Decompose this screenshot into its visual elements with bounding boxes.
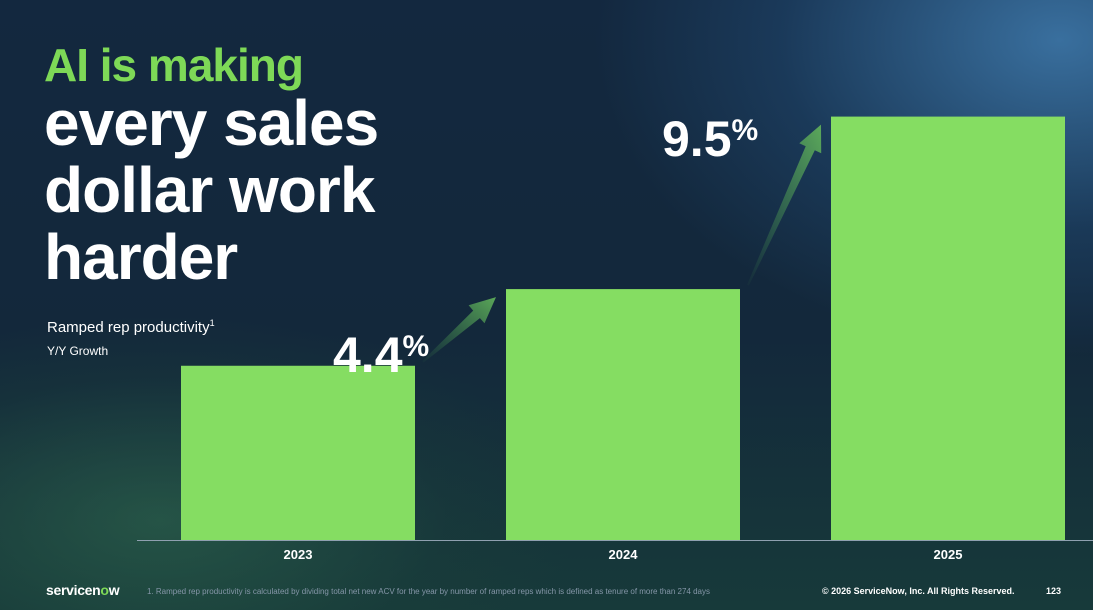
headline-line-4: harder bbox=[44, 221, 238, 293]
chart-subtitle-text: Ramped rep productivity bbox=[47, 319, 210, 336]
bar-2025 bbox=[831, 116, 1065, 540]
x-tick-label-2023: 2023 bbox=[284, 547, 313, 562]
headline-line-3: dollar work bbox=[44, 154, 375, 226]
logo-text: servicen bbox=[46, 582, 101, 598]
copyright: © 2026 ServiceNow, Inc. All Rights Reser… bbox=[822, 586, 1015, 596]
logo-o: o bbox=[100, 582, 109, 598]
footnote-marker: 1 bbox=[209, 318, 215, 328]
x-tick-label-2024: 2024 bbox=[609, 547, 639, 562]
growth-label-1: 4.4% bbox=[333, 327, 429, 383]
headline-line-2: every sales bbox=[44, 87, 379, 159]
x-tick-label-2025: 2025 bbox=[934, 547, 963, 562]
growth-arrow-2 bbox=[747, 124, 822, 286]
logo-tail: w bbox=[108, 582, 120, 598]
chart-subtitle: Ramped rep productivity1 bbox=[47, 318, 215, 336]
servicenow-logo: servicenow bbox=[46, 582, 120, 598]
footnote: 1. Ramped rep productivity is calculated… bbox=[147, 587, 710, 596]
bar-2024 bbox=[506, 289, 740, 540]
headline: AI is making every sales dollar work har… bbox=[44, 39, 379, 293]
headline-line-1: AI is making bbox=[44, 39, 304, 91]
page-number: 123 bbox=[1046, 586, 1062, 596]
growth-arrow-1 bbox=[422, 297, 496, 363]
bar-2023 bbox=[181, 365, 415, 540]
growth-label-2: 9.5% bbox=[662, 111, 758, 167]
chart-subtitle-secondary: Y/Y Growth bbox=[47, 344, 109, 358]
